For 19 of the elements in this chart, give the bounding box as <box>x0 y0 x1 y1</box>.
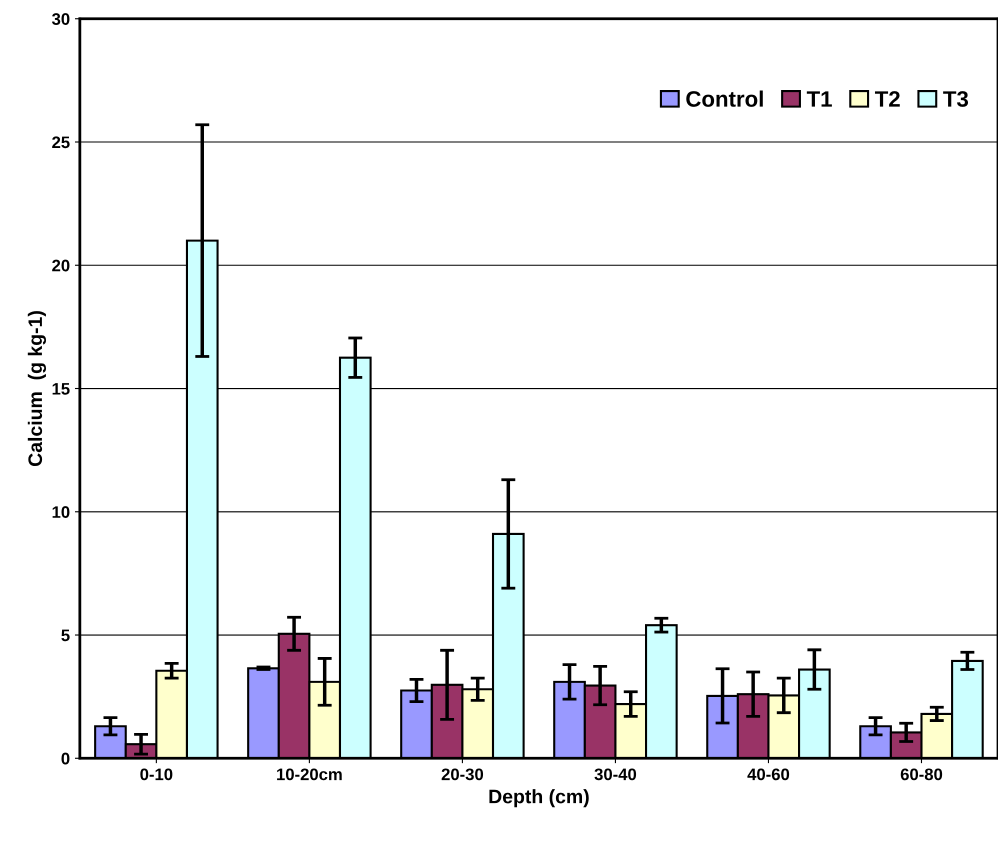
x-tick-label: 20-30 <box>442 768 484 780</box>
y-tick-label: 30 <box>52 13 70 25</box>
x-tick-label: 10-20cm <box>277 768 342 780</box>
y-tick-label: 15 <box>52 383 70 395</box>
legend-label: T2 <box>874 91 900 107</box>
legend-label: T3 <box>943 91 968 107</box>
y-tick-label: 25 <box>52 136 70 148</box>
legend-label: T1 <box>806 91 832 107</box>
x-tick-label: 60-80 <box>900 768 942 780</box>
legend-label: Control <box>686 90 763 107</box>
x-tick-label: 0-10 <box>140 768 172 780</box>
y-axis-title: Calcium (g kg-1) <box>28 311 46 466</box>
y-tick-label: 20 <box>52 260 70 272</box>
x-tick-label: 40-60 <box>747 768 790 780</box>
x-axis-title: Depth (cm) <box>489 789 589 808</box>
x-tick-label: 30-40 <box>594 768 636 780</box>
y-tick-label: 5 <box>61 630 70 642</box>
y-tick-label: 10 <box>52 506 70 518</box>
y-tick-label: 0 <box>62 752 70 764</box>
